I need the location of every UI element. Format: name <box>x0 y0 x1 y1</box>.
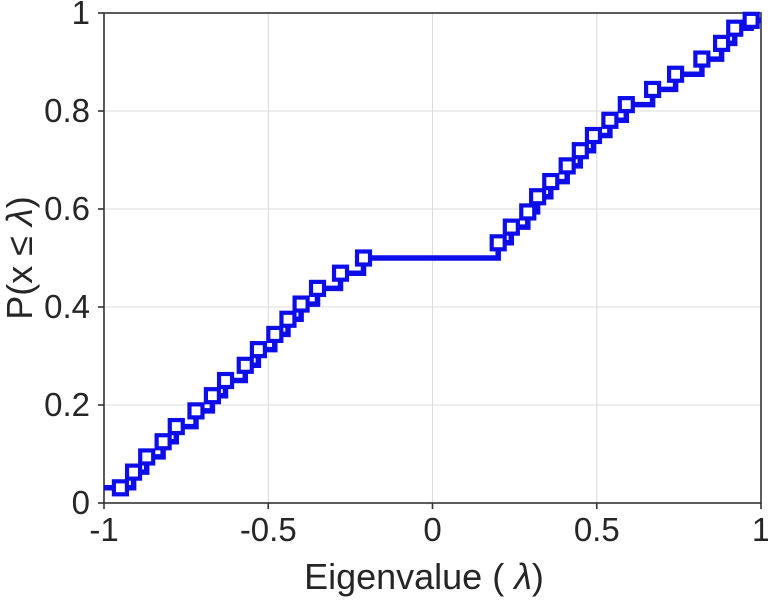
x-tick-label: -1 <box>89 511 118 548</box>
data-point-marker <box>187 402 205 420</box>
data-point-marker <box>331 264 350 282</box>
data-point-marker <box>666 65 685 83</box>
y-tick-label: 0.2 <box>44 386 90 423</box>
data-point-marker <box>124 463 143 481</box>
data-point-marker <box>529 188 547 206</box>
data-point-marker <box>571 142 589 160</box>
data-point-marker <box>601 111 619 129</box>
y-tick-label: 0.8 <box>44 92 90 129</box>
y-tick-label: 1 <box>72 0 90 31</box>
y-axis-label: P(x ≤ λ) <box>0 196 40 319</box>
data-point-marker <box>266 325 284 344</box>
data-point-marker <box>726 19 744 37</box>
x-tick-label: 0 <box>423 511 441 548</box>
data-point-marker <box>203 387 222 405</box>
data-point-marker <box>292 295 310 313</box>
x-tick-label: 1 <box>752 511 768 548</box>
data-point-marker <box>308 279 327 297</box>
x-axis-label: Eigenvalue ( λ) <box>304 556 544 597</box>
data-point-marker <box>216 371 235 390</box>
data-point-marker <box>354 249 373 267</box>
data-point-marker <box>558 157 576 175</box>
y-tick-label: 0.6 <box>44 190 90 227</box>
data-point-marker <box>111 479 130 497</box>
x-tick-label: -0.5 <box>240 511 297 548</box>
data-point-marker <box>279 310 297 328</box>
data-point-marker <box>167 417 185 436</box>
data-point-marker <box>502 218 520 236</box>
data-point-marker <box>154 433 172 451</box>
data-point-marker <box>693 50 711 68</box>
x-tick-label: 0.5 <box>574 511 620 548</box>
data-point-marker <box>584 126 603 145</box>
data-point-marker <box>138 448 156 466</box>
data-point-marker <box>236 356 254 374</box>
data-point-marker <box>519 203 537 221</box>
data-point-marker <box>742 11 760 29</box>
y-tick-label: 0 <box>72 484 90 521</box>
data-point-marker <box>643 80 662 99</box>
data-point-marker <box>489 234 507 252</box>
data-point-marker <box>617 96 635 114</box>
data-point-marker <box>712 34 731 52</box>
y-tick-label: 0.4 <box>44 288 90 325</box>
data-point-marker <box>249 341 267 359</box>
data-point-marker <box>542 172 560 191</box>
